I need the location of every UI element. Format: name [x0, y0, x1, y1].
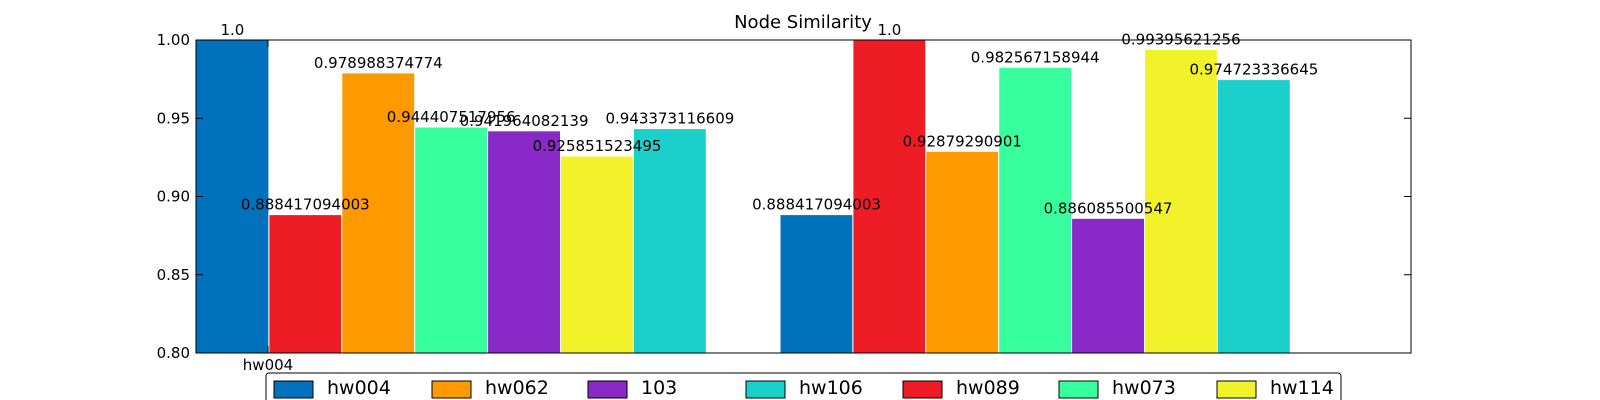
legend-swatch-hw089 — [902, 380, 943, 399]
value-label-hw106-group-1: 0.943373116609 — [605, 110, 734, 128]
legend-label-hw073: hw073 — [1112, 377, 1176, 399]
legend-swatch-hw062 — [431, 380, 472, 399]
value-label-hw004-group-2: 0.888417094003 — [752, 196, 881, 214]
value-label-hw114-group-1: 0.925851523495 — [533, 137, 662, 155]
bar-hw004-group-1 — [195, 39, 270, 354]
y-tick-label: 0.95 — [157, 109, 190, 127]
bar-hw062-group-2 — [925, 150, 1000, 354]
bar-hw089-group-2 — [852, 39, 927, 354]
value-label-hw089-group-2: 1.0 — [877, 21, 901, 39]
value-label-hw073-group-1: 0.944407517956 — [387, 108, 516, 126]
bar-hw114-group-1 — [560, 155, 634, 354]
legend-swatch-103 — [587, 380, 628, 399]
value-label-hw004-group-1: 1.0 — [220, 21, 244, 39]
y-tick-label: 0.90 — [157, 188, 190, 206]
bar-hw073-group-1 — [414, 126, 489, 354]
bar-hw114-group-2 — [1144, 49, 1218, 354]
bars-layer — [195, 39, 1291, 354]
value-label-hw106-group-2: 0.974723336645 — [1189, 61, 1318, 79]
bar-103-group-1 — [487, 130, 562, 354]
x-tick-label: hw004 — [243, 356, 293, 374]
bar-hw062-group-1 — [341, 72, 416, 354]
legend-label-hw062: hw062 — [485, 377, 549, 399]
bar-hw073-group-2 — [998, 66, 1073, 354]
value-label-hw062-group-2: 0.92879290901 — [903, 132, 1022, 150]
bar-hw089-group-1 — [268, 214, 343, 354]
value-label-hw089-group-1: 0.888417094003 — [241, 196, 370, 214]
bar-hw004-group-2 — [779, 214, 854, 354]
bar-hw106-group-2 — [1216, 79, 1291, 354]
value-label-103-group-2: 0.886085500547 — [1044, 199, 1173, 217]
legend-swatch-hw073 — [1058, 380, 1099, 399]
bar-hw106-group-1 — [632, 128, 707, 354]
legend-label-hw114: hw114 — [1270, 377, 1334, 399]
chart-title: Node Similarity — [734, 12, 872, 33]
legend-label-hw106: hw106 — [799, 377, 863, 399]
bar-103-group-2 — [1071, 217, 1145, 354]
legend-swatch-hw004 — [273, 380, 314, 399]
y-tick-label: 0.85 — [157, 266, 190, 284]
legend-label-hw004: hw004 — [327, 377, 391, 399]
legend: hw004 hw062 103 hw106 hw089 hw073 hw114 — [265, 372, 1342, 400]
value-label-103-group-1: 0.941964082139 — [460, 112, 589, 130]
legend-swatch-hw114 — [1216, 380, 1257, 399]
y-tick-label: 1.00 — [157, 31, 190, 49]
legend-label-103: 103 — [641, 377, 677, 399]
legend-label-hw089: hw089 — [956, 377, 1020, 399]
legend-swatch-hw106 — [745, 380, 786, 399]
x-axis-ticks: hw004 — [243, 40, 293, 374]
value-label-hw073-group-2: 0.982567158944 — [971, 48, 1100, 66]
y-tick-label: 0.80 — [157, 344, 190, 362]
y-axis-ticks: 0.80 0.85 0.90 0.95 1.00 — [157, 31, 1411, 362]
value-label-hw062-group-1: 0.978988374774 — [314, 54, 443, 72]
value-labels-layer: 1.0 0.888417094003 0.888417094003 1.0 0.9789… — [220, 21, 1318, 217]
